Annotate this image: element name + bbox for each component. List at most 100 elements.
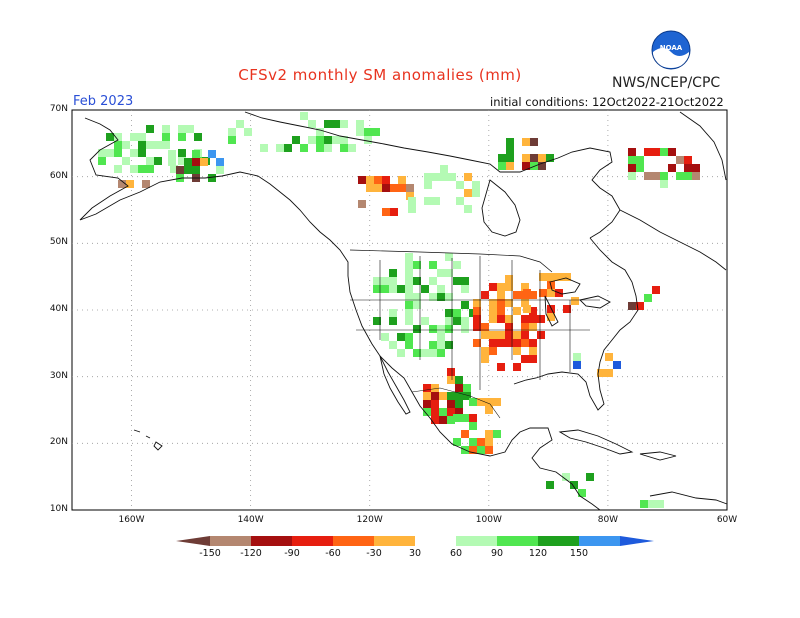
- anomaly-cell: [154, 141, 162, 149]
- anomaly-cell: [178, 149, 186, 157]
- anomaly-cell: [530, 154, 538, 162]
- anomaly-cell: [405, 317, 413, 325]
- anomaly-cell: [648, 500, 656, 508]
- anomaly-cell: [456, 181, 464, 189]
- anomaly-cell: [114, 149, 122, 157]
- anomaly-cell: [660, 180, 668, 188]
- anomaly-cell: [448, 173, 456, 181]
- anomaly-cell: [390, 208, 398, 216]
- anomaly-cell: [114, 165, 122, 173]
- anomaly-cell: [429, 341, 437, 349]
- anomaly-cell: [445, 269, 453, 277]
- anomaly-cell: [489, 307, 497, 315]
- anomaly-cell: [432, 197, 440, 205]
- anomaly-cell: [389, 285, 397, 293]
- latitude-label: 30N: [49, 370, 68, 381]
- anomaly-cell: [684, 164, 692, 172]
- anomaly-cell: [464, 173, 472, 181]
- anomaly-cell: [405, 301, 413, 309]
- anomaly-cell: [521, 323, 529, 331]
- anomaly-cell: [445, 317, 453, 325]
- anomaly-cell: [106, 149, 114, 157]
- anomaly-cell: [469, 438, 477, 446]
- anomaly-cell: [332, 120, 340, 128]
- anomaly-cell: [477, 446, 485, 454]
- anomaly-cell: [421, 349, 429, 357]
- colorbar-left-arrow: [176, 536, 210, 546]
- anomaly-cell: [529, 291, 537, 299]
- anomaly-cell: [660, 148, 668, 156]
- anomaly-cell: [636, 302, 644, 310]
- anomaly-cell: [445, 341, 453, 349]
- anomaly-cell: [547, 313, 555, 321]
- anomaly-cell: [366, 184, 374, 192]
- anomaly-cell: [493, 430, 501, 438]
- anomaly-cell: [405, 293, 413, 301]
- anomaly-cell: [477, 398, 485, 406]
- anomaly-cell: [555, 273, 563, 281]
- anomaly-cell: [146, 141, 154, 149]
- anomaly-cell: [413, 301, 421, 309]
- anomaly-cell: [644, 172, 652, 180]
- anomaly-cell: [431, 392, 439, 400]
- anomaly-cell: [423, 392, 431, 400]
- anomaly-cell: [405, 269, 413, 277]
- anomaly-cell: [463, 392, 471, 400]
- anomaly-cell: [364, 136, 372, 144]
- anomaly-cell: [381, 285, 389, 293]
- anomaly-cell: [529, 355, 537, 363]
- colorbar-label: 120: [528, 548, 548, 559]
- anomaly-cell: [130, 149, 138, 157]
- anomaly-cell: [194, 133, 202, 141]
- anomaly-cell: [437, 341, 445, 349]
- initial-conditions: initial conditions: 12Oct2022-21Oct2022: [490, 95, 724, 109]
- anomaly-cell: [98, 149, 106, 157]
- anomaly-cell: [523, 289, 531, 297]
- colorbar-label: 30: [408, 548, 422, 559]
- anomaly-cell: [364, 128, 372, 136]
- anomaly-cell: [505, 323, 513, 331]
- anomaly-cell: [162, 141, 170, 149]
- anomaly-cell: [437, 269, 445, 277]
- latitude-label: 60N: [49, 170, 68, 181]
- anomaly-cell: [408, 197, 416, 205]
- anomaly-cell: [162, 133, 170, 141]
- anomaly-cell: [447, 392, 455, 400]
- anomaly-cell: [521, 315, 529, 323]
- longitude-label: 120W: [356, 515, 383, 525]
- anomaly-cell: [481, 291, 489, 299]
- anomaly-cell: [405, 333, 413, 341]
- colorbar: [176, 536, 654, 546]
- anomaly-cell: [439, 408, 447, 416]
- anomaly-cell: [513, 307, 521, 315]
- anomaly-cell: [506, 154, 514, 162]
- anomaly-cell: [652, 172, 660, 180]
- anomaly-cell: [453, 309, 461, 317]
- anomaly-cell: [381, 333, 389, 341]
- anomaly-cell: [505, 275, 513, 283]
- anomaly-cell: [529, 347, 537, 355]
- anomaly-cell: [605, 353, 613, 361]
- anomaly-cell: [200, 158, 208, 166]
- anomaly-cell: [440, 165, 448, 173]
- anomaly-cell: [162, 125, 170, 133]
- anomaly-cell: [692, 172, 700, 180]
- anomaly-cell: [453, 277, 461, 285]
- latitude-label: 50N: [49, 237, 68, 248]
- anomaly-cell: [358, 176, 366, 184]
- anomaly-cell: [405, 253, 413, 261]
- anomaly-cell: [413, 349, 421, 357]
- colorbar-label: 90: [490, 548, 504, 559]
- anomaly-cell: [453, 414, 461, 422]
- anomaly-cell: [437, 349, 445, 357]
- anomaly-cell: [192, 166, 200, 174]
- anomaly-cell: [539, 273, 547, 281]
- anomaly-cell: [176, 166, 184, 174]
- anomaly-cell: [421, 285, 429, 293]
- colorbar-swatch: [210, 536, 251, 546]
- anomaly-cell: [324, 136, 332, 144]
- anomaly-cell: [408, 205, 416, 213]
- anomaly-cell: [485, 438, 493, 446]
- anomaly-cell: [489, 299, 497, 307]
